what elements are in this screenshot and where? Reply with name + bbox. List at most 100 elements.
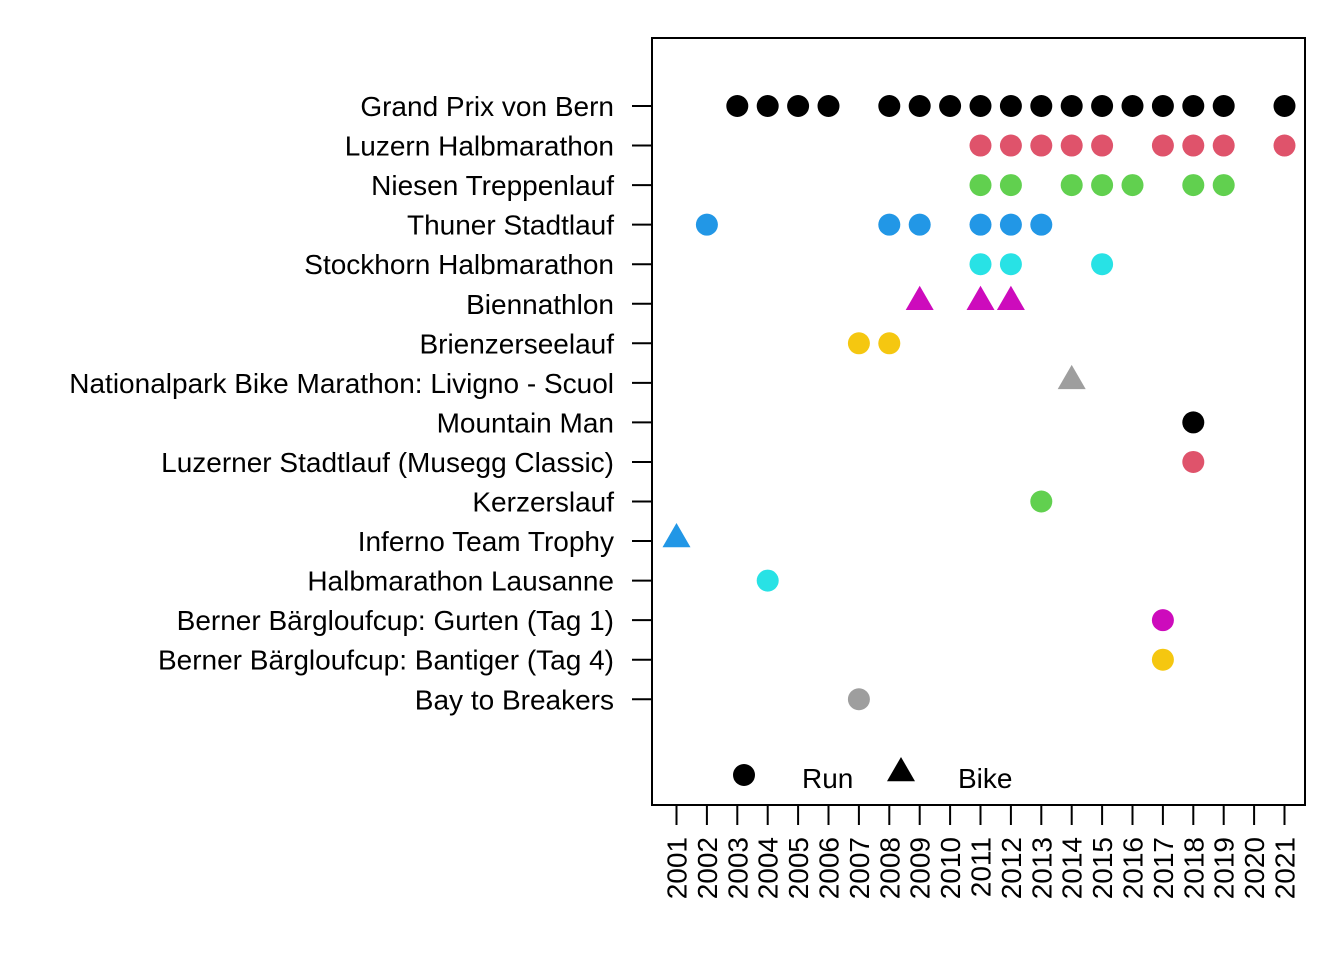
data-point-circle: [1030, 134, 1053, 157]
x-tick-label: 2007: [844, 837, 875, 899]
data-point-circle: [999, 253, 1022, 276]
data-point-circle: [1151, 95, 1174, 117]
data-point-circle: [847, 688, 870, 711]
x-tick-label: 2002: [692, 837, 723, 899]
data-point-circle: [1121, 95, 1144, 117]
data-points: [662, 95, 1296, 711]
data-point-circle: [847, 332, 870, 355]
x-tick-label: 2015: [1087, 837, 1118, 899]
y-tick-label: Niesen Treppenlauf: [371, 170, 614, 201]
x-tick-label: 2019: [1209, 837, 1240, 899]
data-point-circle: [999, 134, 1022, 157]
data-point-triangle: [662, 523, 691, 548]
data-point-circle: [756, 569, 779, 592]
data-point-circle: [1212, 134, 1235, 157]
x-tick-label: 2021: [1270, 837, 1301, 899]
x-tick-label: 2014: [1057, 837, 1088, 899]
data-point-circle: [695, 213, 718, 236]
y-tick-label: Thuner Stadtlauf: [407, 210, 614, 241]
data-point-circle: [1212, 95, 1235, 117]
data-point-circle: [939, 95, 962, 117]
data-point-circle: [1182, 95, 1205, 117]
data-point-circle: [1060, 95, 1083, 117]
y-tick-label: Berner Bärgloufcup: Bantiger (Tag 4): [158, 645, 614, 676]
y-tick-label: Bay to Breakers: [415, 684, 614, 715]
y-tick-label: Luzerner Stadtlauf (Musegg Classic): [161, 447, 614, 478]
data-point-circle: [756, 95, 779, 117]
data-point-circle: [1151, 134, 1174, 157]
data-point-circle: [908, 213, 931, 236]
data-point-circle: [1060, 174, 1083, 197]
data-point-circle: [1091, 134, 1114, 157]
data-point-circle: [787, 95, 810, 117]
x-tick-label: 2017: [1148, 837, 1179, 899]
y-tick-label: Berner Bärgloufcup: Gurten (Tag 1): [177, 605, 614, 636]
data-point-circle: [999, 213, 1022, 236]
data-point-circle: [999, 95, 1022, 117]
data-point-circle: [878, 95, 901, 117]
data-point-circle: [726, 95, 749, 117]
data-point-circle: [908, 95, 931, 117]
data-point-circle: [1273, 134, 1296, 157]
data-point-circle: [999, 174, 1022, 197]
x-tick-label: 2008: [874, 837, 905, 899]
y-tick-label: Luzern Halbmarathon: [345, 131, 614, 162]
x-tick-label: 2012: [996, 837, 1027, 899]
data-point-circle: [1182, 450, 1205, 473]
data-point-circle: [1182, 411, 1205, 434]
data-point-circle: [1182, 134, 1205, 157]
data-point-circle: [1030, 490, 1053, 513]
data-point-circle: [1121, 174, 1144, 197]
legend: Run Bike: [733, 756, 1012, 794]
x-tick-label: 2004: [753, 837, 784, 899]
y-tick-label: Kerzerslauf: [472, 487, 614, 518]
x-axis: 2001 2002 2003 2004 2005 2006 2007 2008 2009 2010…: [662, 805, 1301, 899]
legend-bike-label: Bike: [958, 763, 1012, 794]
x-tick-label: 2006: [814, 837, 845, 899]
legend-run-marker: [733, 764, 755, 786]
data-point-circle: [1091, 95, 1114, 117]
data-point-triangle: [996, 285, 1025, 310]
data-point-circle: [1091, 253, 1114, 276]
data-point-circle: [1273, 95, 1296, 117]
y-tick-label: Stockhorn Halbmarathon: [304, 249, 614, 280]
data-point-circle: [969, 213, 992, 236]
x-tick-label: 2020: [1239, 837, 1270, 899]
y-tick-label: Brienzerseelauf: [419, 328, 614, 359]
data-point-circle: [969, 134, 992, 157]
y-tick-label: Mountain Man: [437, 407, 614, 438]
x-tick-label: 2009: [905, 837, 936, 899]
y-tick-label: Grand Prix von Bern: [360, 91, 614, 122]
data-point-circle: [969, 95, 992, 117]
data-point-circle: [1060, 134, 1083, 157]
x-tick-label: 2018: [1178, 837, 1209, 899]
data-point-circle: [817, 95, 840, 117]
data-point-circle: [878, 332, 901, 355]
data-point-triangle: [905, 285, 934, 310]
data-point-circle: [1212, 174, 1235, 197]
legend-bike-marker: [887, 756, 915, 782]
x-tick-label: 2016: [1118, 837, 1149, 899]
data-point-circle: [1151, 648, 1174, 671]
x-tick-label: 2005: [783, 837, 814, 899]
data-point-circle: [1091, 174, 1114, 197]
data-point-triangle: [1057, 364, 1086, 390]
data-point-circle: [969, 253, 992, 276]
x-tick-label: 2011: [966, 837, 997, 897]
data-point-circle: [878, 213, 901, 236]
data-point-triangle: [966, 285, 995, 310]
x-tick-label: 2001: [662, 837, 693, 899]
y-tick-label: Nationalpark Bike Marathon: Livigno - Sc…: [69, 368, 614, 399]
y-axis: Grand Prix von Bern Luzern Halbmarathon Ni…: [69, 91, 652, 715]
data-point-circle: [969, 174, 992, 197]
y-tick-label: Inferno Team Trophy: [358, 526, 614, 557]
y-tick-label: Halbmarathon Lausanne: [307, 566, 614, 597]
y-tick-label: Biennathlon: [466, 289, 614, 320]
data-point-circle: [1182, 174, 1205, 197]
x-tick-label: 2013: [1026, 837, 1057, 899]
data-point-circle: [1030, 95, 1053, 117]
x-tick-label: 2003: [722, 837, 753, 899]
data-point-circle: [1030, 213, 1053, 236]
legend-run-label: Run: [802, 763, 853, 794]
